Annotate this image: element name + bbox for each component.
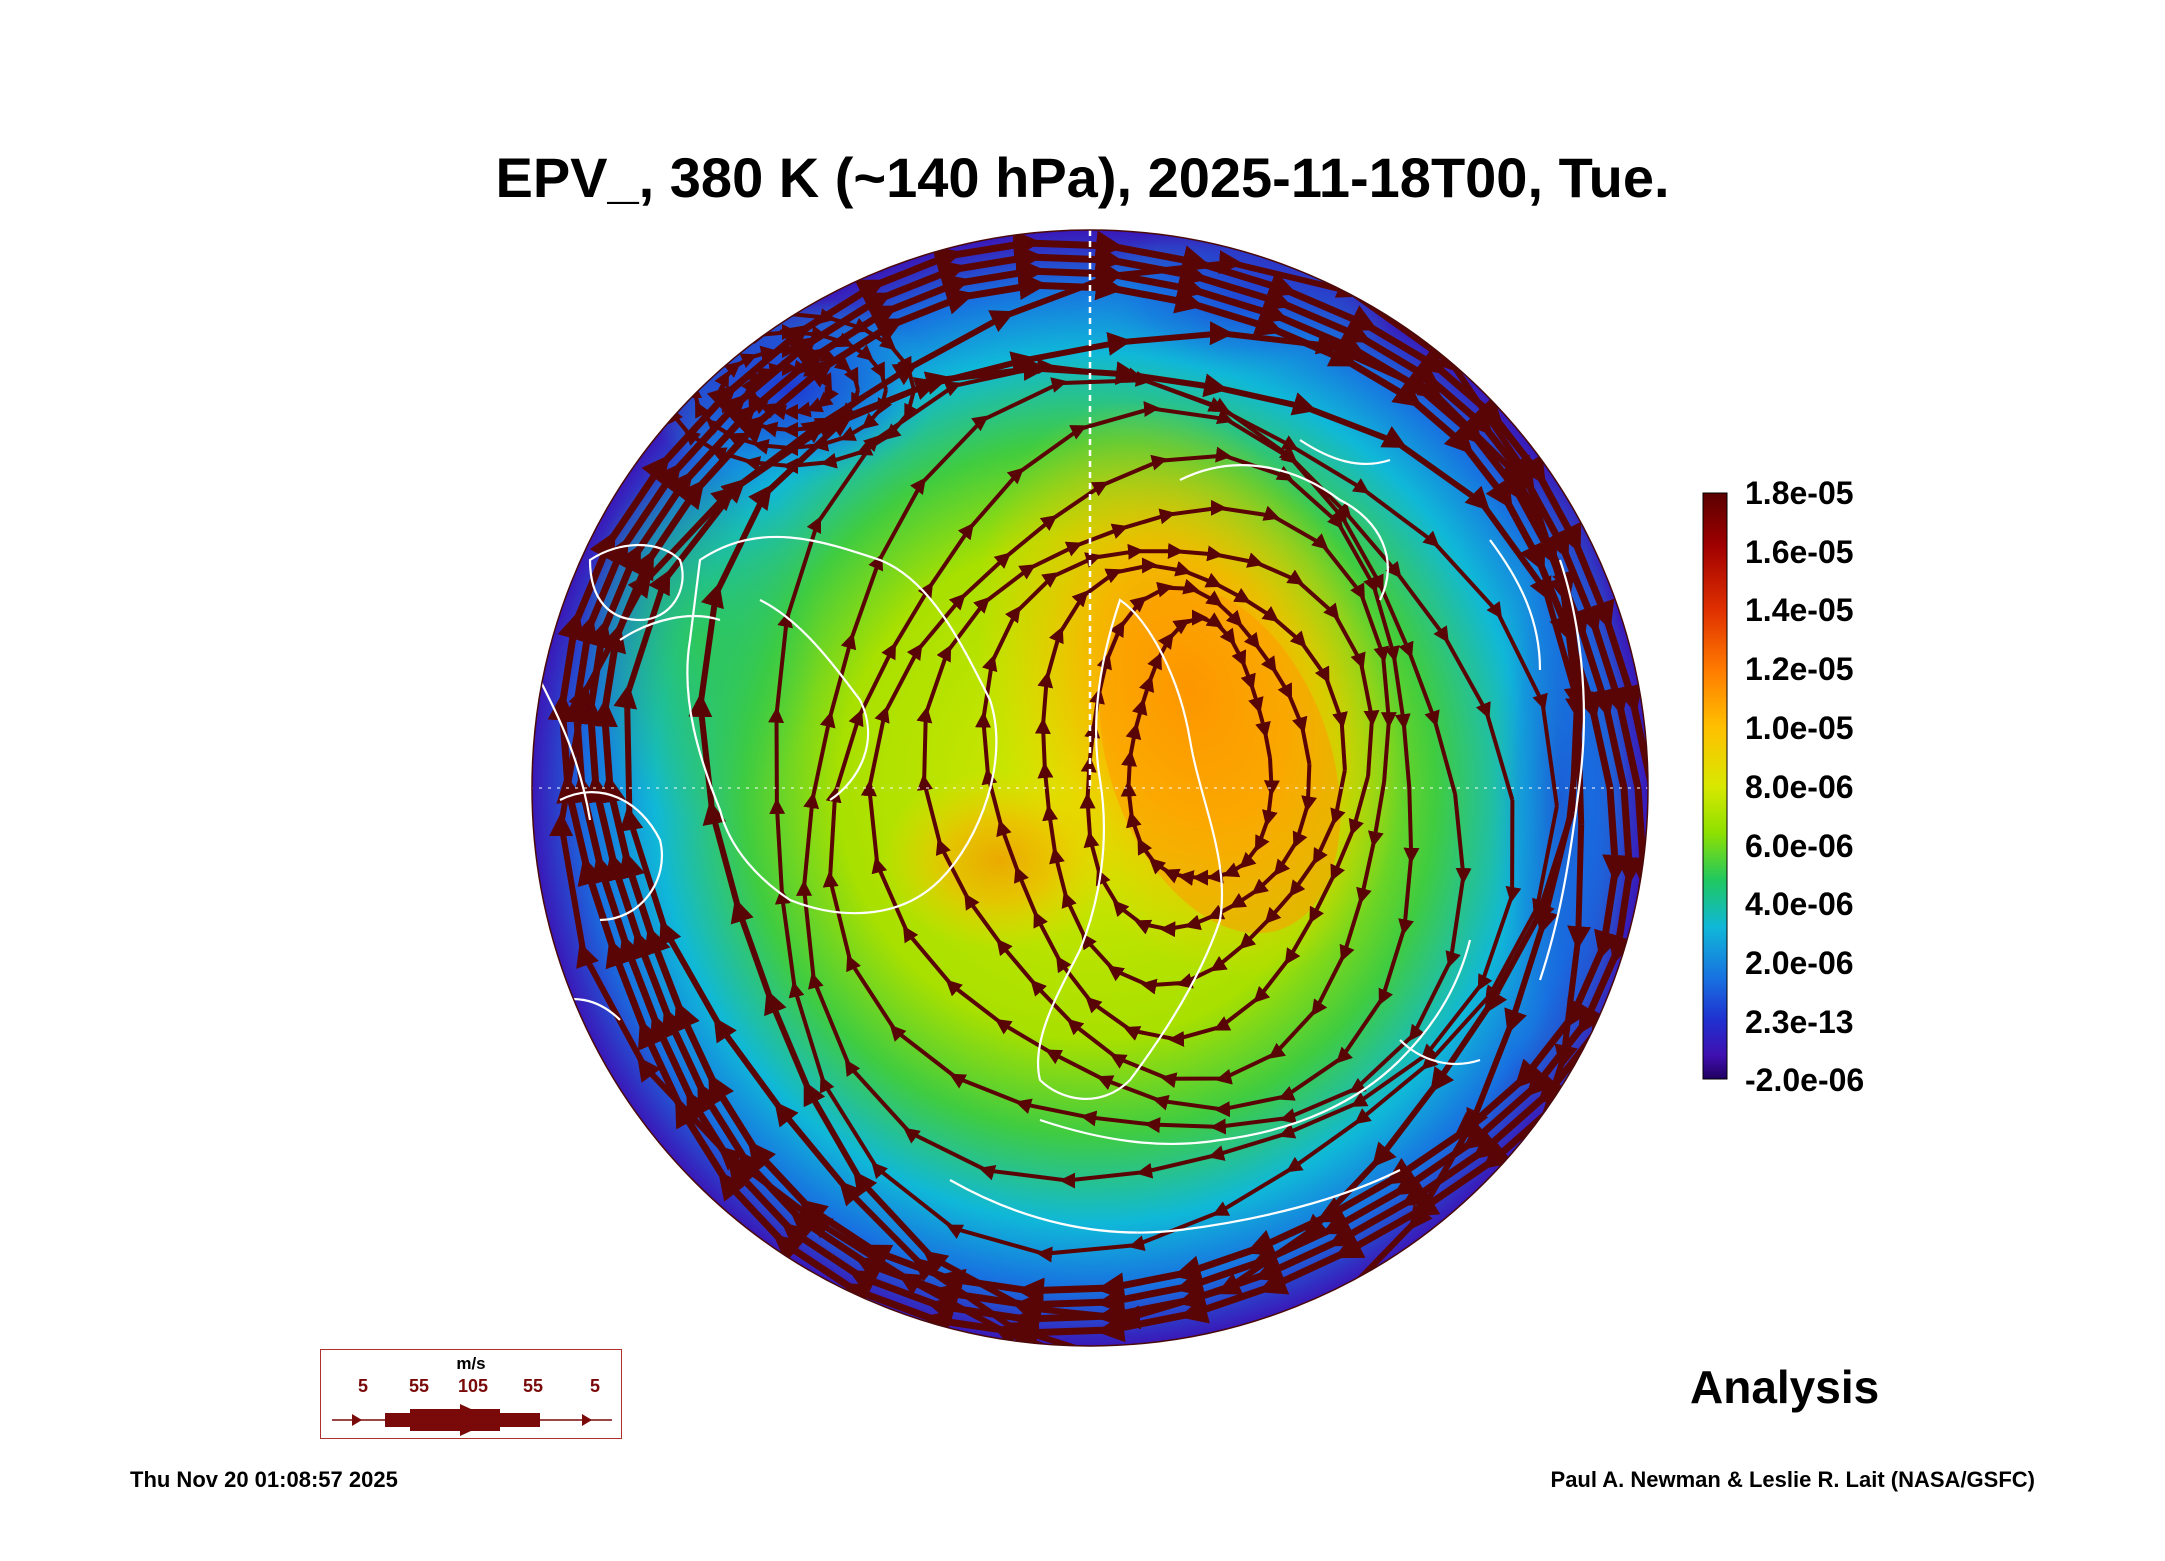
colorbar-label: 1.0e-05 <box>1745 710 1854 746</box>
wind-legend-value: 105 <box>457 1376 489 1396</box>
wind-legend-value: 5 <box>357 1376 369 1396</box>
wind-legend-value: 55 <box>408 1376 430 1396</box>
colorbar-label: 1.6e-05 <box>1745 534 1854 570</box>
wind-legend-glyph <box>332 1404 612 1436</box>
wind-legend-value: 5 <box>589 1376 601 1396</box>
colorbar-label: 1.8e-05 <box>1745 475 1854 511</box>
meridian-lines <box>532 230 1648 790</box>
colorbar <box>1702 492 1728 1080</box>
wind-legend-unit: m/s <box>456 1354 486 1373</box>
map-title: EPV_, 380 K (~140 hPa), 2025-11-18T00, T… <box>495 146 1670 209</box>
globe-edge <box>531 229 1649 1347</box>
colorbar-label: 4.0e-06 <box>1745 886 1854 922</box>
colorbar-label: 2.3e-13 <box>1745 1004 1854 1040</box>
colorbar-label: 1.4e-05 <box>1745 592 1854 628</box>
colorbar-label: 6.0e-06 <box>1745 828 1854 864</box>
wind-streamlines <box>547 230 1648 1346</box>
wind-legend-value: 55 <box>522 1376 544 1396</box>
colorbar-label: -2.0e-06 <box>1745 1062 1865 1098</box>
colorbar-label: 8.0e-06 <box>1745 769 1854 805</box>
footer-timestamp: Thu Nov 20 01:08:57 2025 <box>130 1467 398 1492</box>
colorbar-label: 1.2e-05 <box>1745 651 1854 687</box>
analysis-label: Analysis <box>1690 1361 1880 1413</box>
coastlines <box>539 439 1586 1234</box>
colorbar-label: 2.0e-06 <box>1745 945 1854 981</box>
wind-legend: m/s 5 55 105 55 5 <box>320 1349 622 1439</box>
footer-credit: Paul A. Newman & Leslie R. Lait (NASA/GS… <box>1550 1467 2035 1492</box>
